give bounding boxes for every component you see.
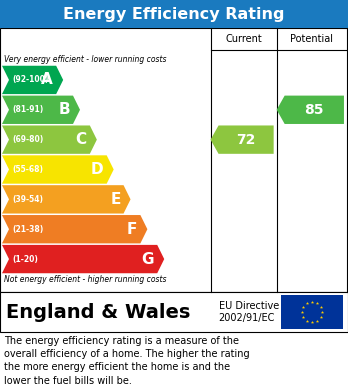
- Text: (39-54): (39-54): [12, 195, 43, 204]
- Text: EU Directive
2002/91/EC: EU Directive 2002/91/EC: [219, 301, 279, 323]
- Text: (92-100): (92-100): [12, 75, 48, 84]
- Text: A: A: [41, 72, 53, 88]
- Polygon shape: [2, 155, 114, 184]
- Text: (69-80): (69-80): [12, 135, 43, 144]
- Text: Energy Efficiency Rating: Energy Efficiency Rating: [63, 7, 285, 22]
- Text: (21-38): (21-38): [12, 225, 43, 234]
- Polygon shape: [2, 66, 63, 94]
- Text: F: F: [127, 222, 137, 237]
- Bar: [280, 295, 343, 329]
- Text: (55-68): (55-68): [12, 165, 43, 174]
- Text: C: C: [76, 132, 87, 147]
- Polygon shape: [211, 126, 274, 154]
- Text: (81-91): (81-91): [12, 105, 43, 114]
- Polygon shape: [2, 215, 147, 243]
- Text: (1-20): (1-20): [12, 255, 38, 264]
- Text: 72: 72: [236, 133, 256, 147]
- Text: England & Wales: England & Wales: [6, 303, 190, 321]
- Bar: [0, 292, 348, 332]
- Text: Current: Current: [225, 34, 262, 44]
- Text: E: E: [110, 192, 120, 207]
- Text: Potential: Potential: [290, 34, 333, 44]
- Text: B: B: [58, 102, 70, 117]
- Polygon shape: [2, 245, 164, 273]
- Polygon shape: [2, 126, 97, 154]
- Polygon shape: [2, 185, 130, 213]
- Text: D: D: [91, 162, 104, 177]
- Polygon shape: [2, 96, 80, 124]
- Polygon shape: [277, 96, 344, 124]
- Text: Not energy efficient - higher running costs: Not energy efficient - higher running co…: [4, 276, 166, 285]
- Text: G: G: [142, 251, 154, 267]
- Text: The energy efficiency rating is a measure of the
overall efficiency of a home. T: The energy efficiency rating is a measur…: [4, 336, 250, 386]
- Text: Very energy efficient - lower running costs: Very energy efficient - lower running co…: [4, 56, 166, 65]
- Bar: [0, 0, 348, 28]
- Bar: [0, 28, 348, 292]
- Text: 85: 85: [304, 103, 324, 117]
